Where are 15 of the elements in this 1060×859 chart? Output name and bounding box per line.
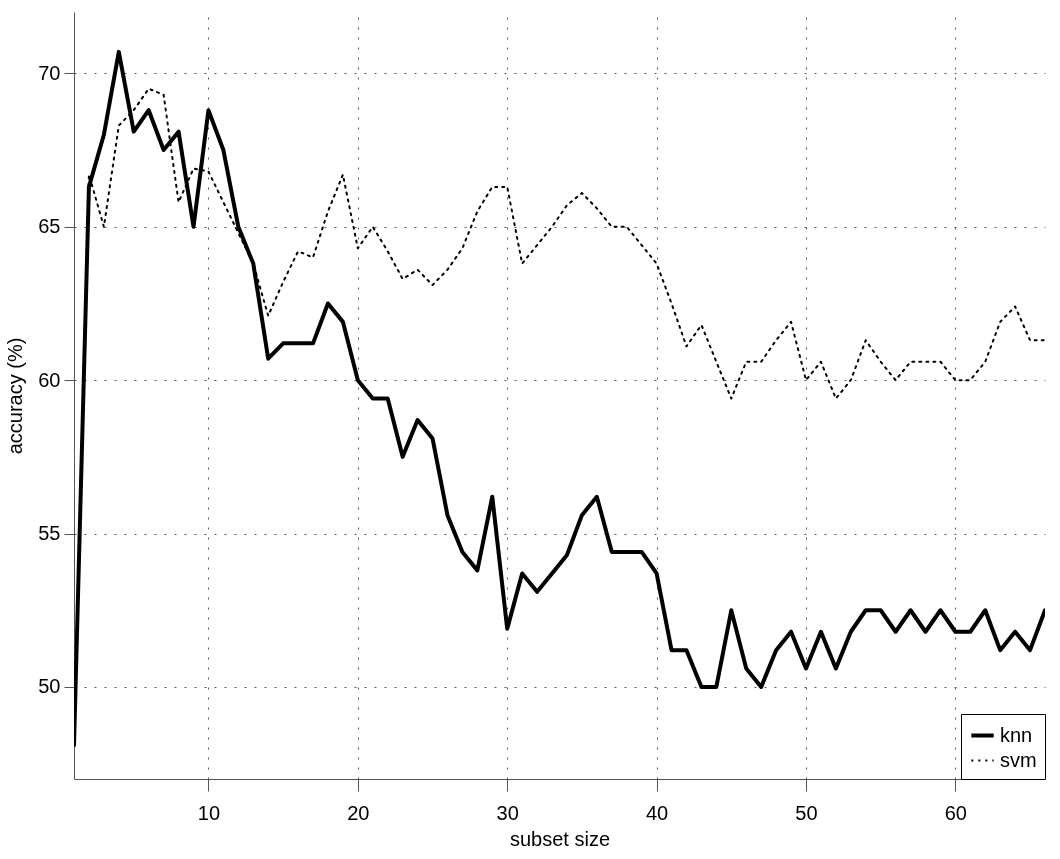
y-axis-title: accuracy (%) — [4, 337, 27, 455]
x-tick-label: 30 — [496, 801, 519, 824]
y-tick-label: 65 — [38, 215, 61, 238]
y-tick-label: 55 — [38, 522, 61, 545]
x-tick-label: 60 — [944, 801, 967, 824]
x-tick-label: 50 — [795, 801, 818, 824]
x-axis-title: subset size — [509, 827, 611, 850]
x-tick-label: 20 — [347, 801, 370, 824]
x-tick-label: 10 — [197, 801, 221, 824]
legend-label: svm — [1000, 748, 1037, 771]
y-tick-label: 50 — [38, 675, 61, 698]
y-tick-label: 60 — [38, 368, 61, 391]
y-tick-label: 70 — [38, 61, 61, 84]
x-tick-label: 40 — [645, 801, 669, 824]
legend-label: knn — [1000, 723, 1033, 746]
